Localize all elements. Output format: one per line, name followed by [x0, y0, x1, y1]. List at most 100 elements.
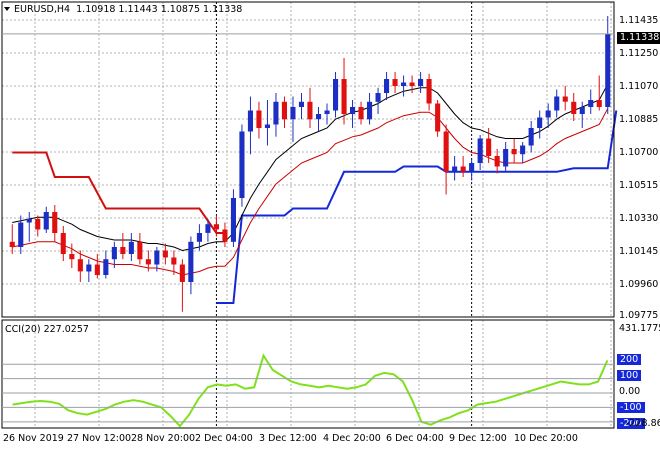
candle-body — [77, 259, 83, 272]
price-tick-label: 1.11250 — [619, 48, 659, 59]
candle-body — [469, 163, 475, 172]
chart-header: EURUSD,H4 1.10918 1.11443 1.10875 1.1133… — [14, 4, 242, 15]
cci-level-minus-200: -200 — [617, 418, 645, 429]
candle-body — [435, 103, 441, 132]
time-tick-label: 26 Nov 2019 — [3, 433, 64, 444]
candle-body — [171, 257, 177, 265]
candle-body — [554, 96, 560, 111]
time-tick-label: 9 Dec 12:00 — [449, 433, 507, 444]
main-panel-frame — [1, 1, 615, 318]
candle-body — [562, 96, 568, 102]
candle-body — [579, 107, 585, 114]
candle-body — [511, 149, 517, 155]
candle-body — [94, 264, 100, 275]
cci-indicator — [12, 353, 609, 428]
cci-level-100: 100 — [617, 370, 642, 381]
candle-body — [273, 101, 279, 125]
candle-body — [460, 166, 466, 172]
candle-body — [103, 259, 109, 275]
price-tick-label: 1.10515 — [619, 180, 659, 191]
price-tick-label: 1.09960 — [619, 279, 659, 290]
candle-body — [418, 79, 424, 86]
candle-body — [213, 224, 219, 230]
candle-body — [528, 128, 534, 146]
candle-body — [486, 138, 492, 156]
time-tick-label: 2 Dec 04:00 — [195, 433, 253, 444]
candle-body — [154, 250, 160, 265]
candle-body — [281, 101, 287, 120]
candle-body — [392, 79, 398, 86]
candle-body — [26, 219, 32, 223]
candle-body — [452, 166, 458, 172]
candle-body — [333, 79, 339, 111]
candle-body — [290, 107, 296, 120]
candle-body — [316, 114, 322, 120]
cci-label: CCI(20) 227.0257 — [5, 324, 89, 335]
candle-body — [477, 138, 483, 163]
candle-body — [409, 82, 415, 86]
candle-body — [18, 222, 24, 247]
candle-body — [350, 107, 356, 114]
candle-body — [367, 101, 373, 120]
time-tick-label: 10 Dec 20:00 — [514, 433, 578, 444]
envelope-upper-line — [12, 83, 609, 252]
price-tick-label: 1.09775 — [619, 310, 659, 321]
candle-body — [545, 110, 551, 118]
cci-min-label: -228.8679 — [626, 418, 660, 429]
candle-body — [60, 233, 66, 254]
candle-body — [188, 241, 194, 282]
candle-body — [196, 233, 202, 242]
time-tick-label: 6 Dec 04:00 — [386, 433, 444, 444]
cci-line — [12, 353, 609, 428]
current-price-label: 1.11338 — [617, 32, 660, 44]
stop-line-blue — [216, 110, 618, 304]
candle-body — [596, 100, 602, 107]
candle-body — [605, 33, 611, 107]
candle-body — [256, 110, 262, 128]
candle-body — [145, 259, 151, 265]
envelope-bands — [12, 83, 609, 276]
candle-body — [264, 124, 270, 128]
cci-level-0: 0.00 — [619, 386, 641, 397]
candle-body — [230, 198, 236, 242]
price-tick-label: 1.10145 — [619, 246, 659, 257]
candle-body — [358, 107, 364, 120]
candle-body — [375, 93, 381, 102]
candle-body — [494, 156, 500, 167]
triangle-down-icon[interactable] — [4, 7, 10, 11]
candle-body — [426, 79, 432, 104]
candle-body — [69, 254, 75, 260]
candle-body — [43, 212, 49, 230]
time-tick-label: 3 Dec 12:00 — [259, 433, 317, 444]
price-tick-label: 1.11435 — [619, 15, 659, 26]
candlestick-series[interactable] — [9, 16, 611, 312]
candle-body — [503, 149, 509, 167]
candle-body — [247, 110, 253, 132]
candle-body — [239, 131, 245, 198]
cci-level-markers — [2, 363, 614, 423]
candle-body — [179, 264, 185, 282]
symbol-label: EURUSD,H4 — [14, 4, 71, 15]
candle-body — [111, 247, 117, 260]
cci-level-200: 200 — [617, 354, 642, 365]
candle-body — [9, 241, 15, 247]
stop-lines — [12, 110, 618, 304]
candle-body — [401, 82, 407, 86]
candle-body — [520, 145, 526, 155]
cci-max-label: 431.1775 — [619, 323, 660, 334]
candle-body — [537, 117, 543, 128]
candle-body — [35, 219, 41, 230]
candle-body — [205, 224, 211, 233]
price-tick-label: 1.10330 — [619, 213, 659, 224]
stop-line-red — [12, 151, 225, 234]
candle-body — [341, 79, 347, 114]
cci-panel-frame — [1, 319, 615, 429]
candle-body — [298, 101, 304, 107]
candle-body — [384, 79, 390, 93]
ohlc-values: 1.10918 1.11443 1.10875 1.11338 — [76, 4, 243, 15]
candle-body — [443, 131, 449, 172]
price-tick-label: 1.10700 — [619, 147, 659, 158]
candle-body — [120, 247, 126, 254]
